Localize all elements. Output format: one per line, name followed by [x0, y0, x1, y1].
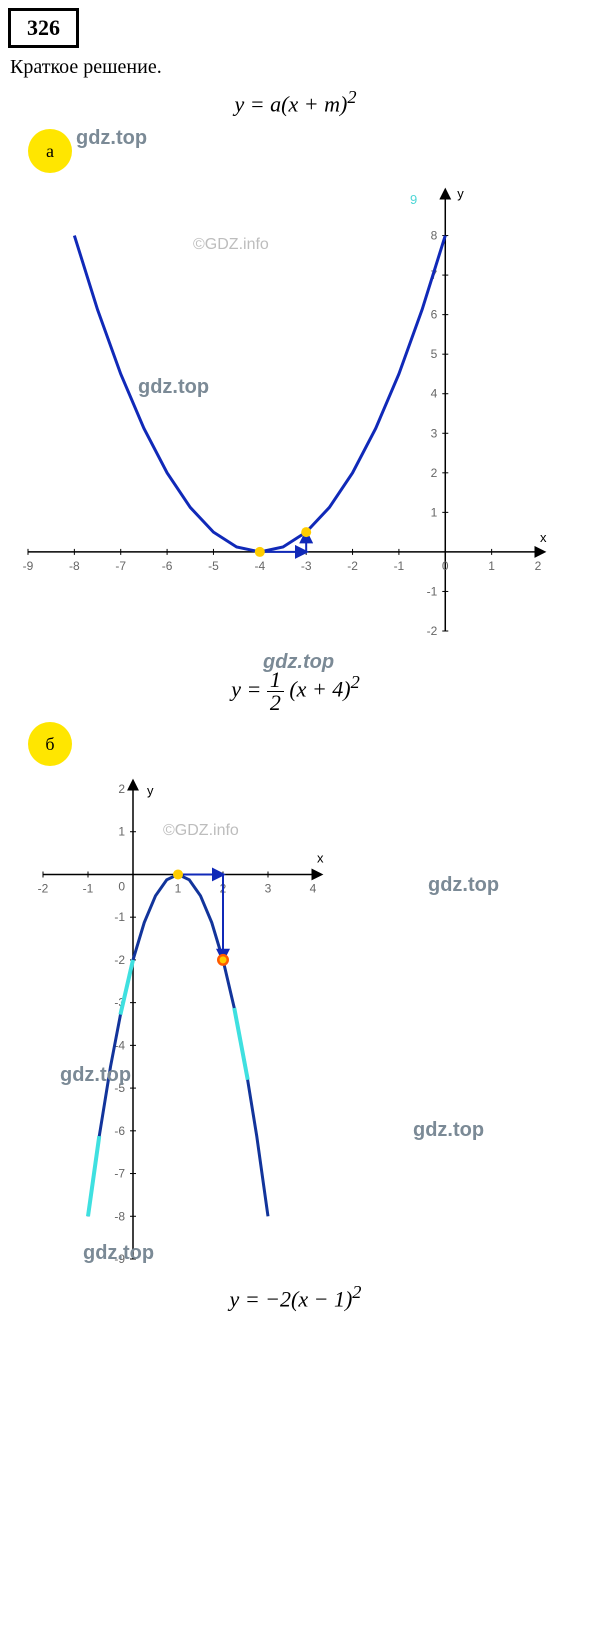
svg-text:-2: -2	[347, 559, 358, 573]
svg-text:1: 1	[488, 559, 495, 573]
watermark-4: gdz.top	[428, 874, 499, 897]
svg-text:-6: -6	[114, 1124, 125, 1138]
svg-text:-7: -7	[114, 1167, 125, 1181]
svg-text:-4: -4	[254, 559, 265, 573]
svg-text:0: 0	[442, 559, 449, 573]
chart-a-container: -9-8-7-6-5-4-3-2-1012-2-1123456789xy ©GD…	[8, 181, 583, 661]
svg-text:x: x	[540, 530, 547, 545]
svg-text:3: 3	[265, 882, 272, 896]
svg-text:6: 6	[431, 308, 438, 322]
svg-text:1: 1	[175, 882, 182, 896]
svg-text:2: 2	[431, 466, 438, 480]
svg-text:-3: -3	[301, 559, 312, 573]
svg-text:-1: -1	[427, 585, 438, 599]
svg-text:-8: -8	[69, 559, 80, 573]
svg-text:2: 2	[535, 559, 542, 573]
svg-text:1: 1	[118, 825, 125, 839]
chart-a: -9-8-7-6-5-4-3-2-1012-2-1123456789xy	[8, 181, 568, 661]
badge-b: б	[28, 722, 72, 766]
watermark-6: gdz.top	[413, 1119, 484, 1142]
svg-text:-6: -6	[162, 559, 173, 573]
svg-text:1: 1	[431, 506, 438, 520]
subtitle: Краткое решение.	[10, 56, 583, 79]
svg-text:y: y	[457, 186, 464, 201]
svg-text:-1: -1	[394, 559, 405, 573]
svg-text:-9: -9	[23, 559, 34, 573]
svg-text:-5: -5	[114, 1081, 125, 1095]
svg-text:0: 0	[118, 880, 125, 894]
svg-text:y: y	[147, 783, 154, 798]
svg-text:-9: -9	[114, 1252, 125, 1266]
problem-number: 326	[27, 15, 60, 40]
chart-b: -2-101234-9-8-7-6-5-4-3-2-112xy	[18, 774, 338, 1274]
svg-text:-1: -1	[114, 911, 125, 925]
svg-text:5: 5	[431, 348, 438, 362]
svg-text:2: 2	[118, 782, 125, 796]
watermark-1: gdz.top	[76, 127, 147, 150]
svg-text:-1: -1	[83, 882, 94, 896]
formula-b: y = −2(x − 1)2	[8, 1282, 583, 1312]
svg-text:9: 9	[410, 192, 417, 207]
svg-text:4: 4	[431, 387, 438, 401]
svg-text:-2: -2	[38, 882, 49, 896]
formula-a: gdz.top y = 12 (x + 4)2	[8, 669, 583, 714]
svg-text:-5: -5	[208, 559, 219, 573]
svg-text:3: 3	[431, 427, 438, 441]
problem-number-box: 326	[8, 8, 79, 48]
chart-b-container: -2-101234-9-8-7-6-5-4-3-2-112xy ©GDZ.inf…	[18, 774, 583, 1274]
svg-text:8: 8	[431, 229, 438, 243]
svg-text:-8: -8	[114, 1210, 125, 1224]
svg-text:x: x	[317, 851, 324, 866]
svg-text:4: 4	[310, 882, 317, 896]
svg-text:-7: -7	[115, 559, 126, 573]
main-formula: y = a(x + m)2	[8, 87, 583, 117]
svg-text:-2: -2	[427, 624, 438, 638]
svg-text:-2: -2	[114, 953, 125, 967]
badge-a: а	[28, 129, 72, 173]
